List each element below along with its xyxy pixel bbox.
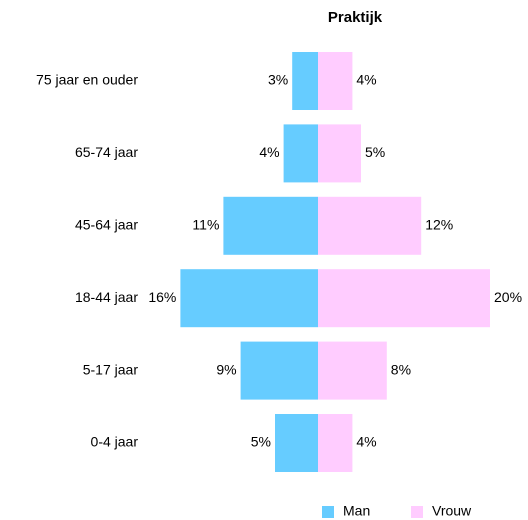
legend-swatch bbox=[411, 506, 423, 518]
category-label: 0-4 jaar bbox=[91, 434, 139, 450]
bar bbox=[180, 269, 318, 328]
category-label: 18-44 jaar bbox=[75, 289, 138, 305]
value-label: 4% bbox=[356, 434, 376, 450]
value-label: 8% bbox=[391, 361, 411, 377]
value-label: 20% bbox=[494, 289, 522, 305]
value-label: 12% bbox=[425, 217, 453, 233]
legend-label: Man bbox=[343, 503, 370, 519]
value-label: 4% bbox=[356, 72, 376, 88]
value-label: 16% bbox=[148, 289, 176, 305]
value-label: 4% bbox=[259, 144, 279, 160]
bar bbox=[275, 414, 318, 472]
value-label: 5% bbox=[365, 144, 385, 160]
value-label: 3% bbox=[268, 72, 288, 88]
bar bbox=[318, 341, 387, 400]
category-label: 65-74 jaar bbox=[75, 144, 138, 160]
bar bbox=[318, 269, 490, 328]
bar bbox=[318, 52, 353, 110]
bar bbox=[223, 196, 318, 255]
category-label: 75 jaar en ouder bbox=[36, 72, 138, 88]
category-label: 5-17 jaar bbox=[83, 361, 139, 377]
value-label: 5% bbox=[251, 434, 271, 450]
chart-title: Praktijk bbox=[328, 9, 383, 26]
legend-label: Vrouw bbox=[432, 503, 472, 519]
bar bbox=[318, 124, 361, 183]
legend-swatch bbox=[322, 506, 334, 518]
bar bbox=[240, 341, 318, 400]
bar bbox=[318, 196, 422, 255]
bar bbox=[292, 52, 318, 110]
value-label: 9% bbox=[216, 361, 236, 377]
bar bbox=[318, 414, 353, 472]
bar bbox=[283, 124, 318, 183]
category-label: 45-64 jaar bbox=[75, 217, 138, 233]
value-label: 11% bbox=[192, 217, 219, 233]
